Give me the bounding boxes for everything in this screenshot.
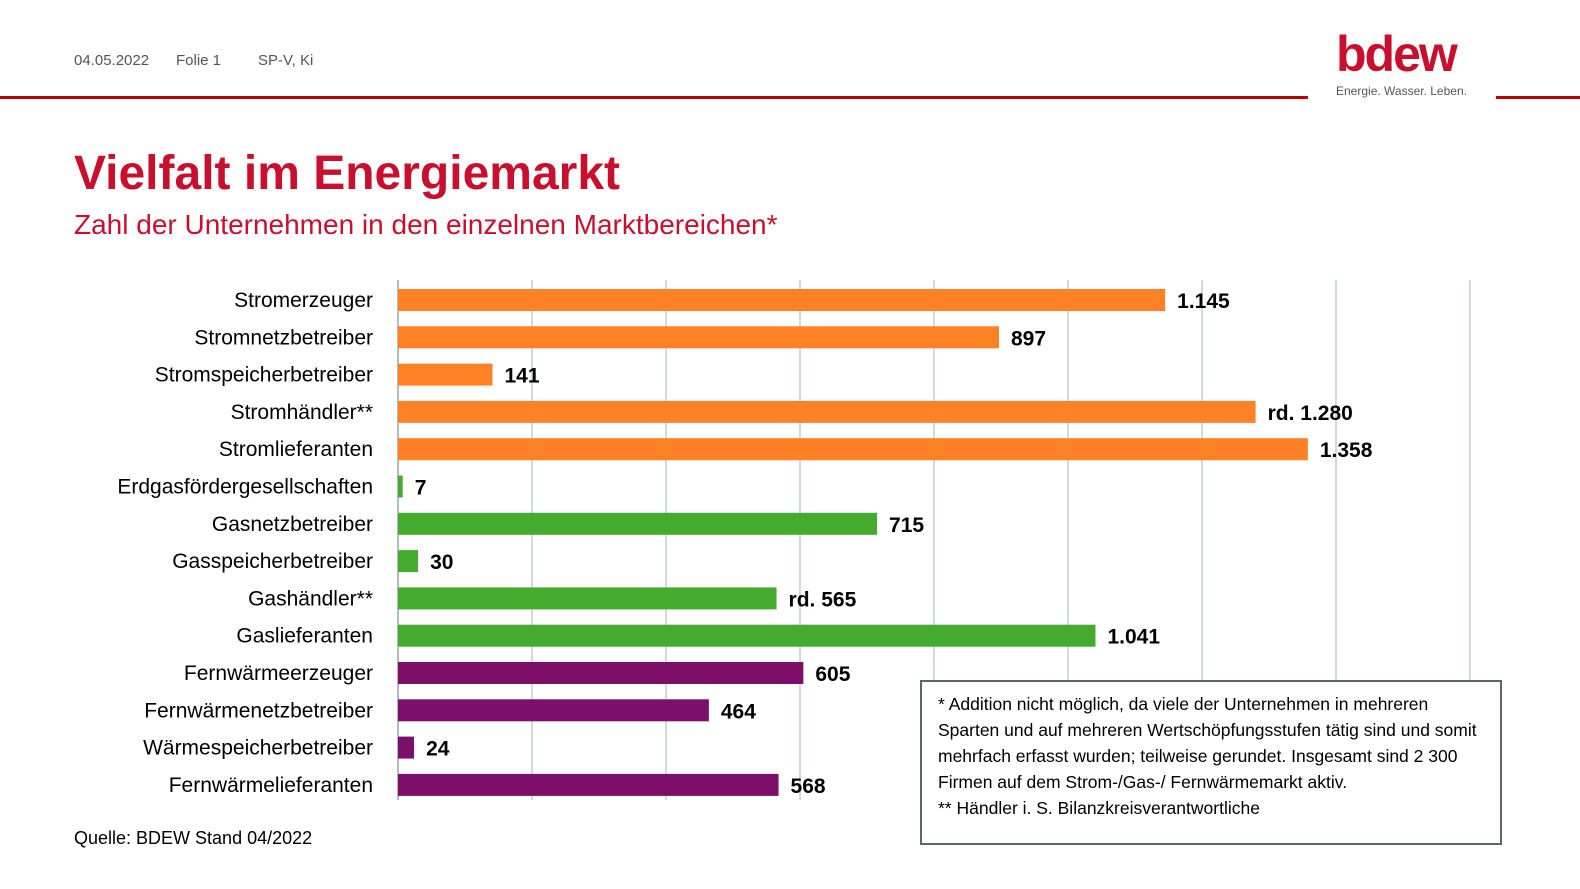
- bdew-logo: bdew Energie. Wasser. Leben.: [1336, 28, 1476, 98]
- page-title: Vielfalt im Energiemarkt: [74, 147, 620, 200]
- category-label: Stromnetzbetreiber: [194, 326, 373, 349]
- header-rule-right: [1496, 96, 1580, 99]
- data-label: 30: [430, 551, 453, 574]
- bar: [398, 662, 804, 684]
- data-label: 1.145: [1177, 290, 1230, 313]
- data-label: 568: [791, 775, 826, 798]
- page-subtitle: Zahl der Unternehmen in den einzelnen Ma…: [74, 209, 778, 240]
- bar: [398, 550, 419, 573]
- category-label: Fernwärmeerzeuger: [184, 662, 373, 685]
- data-label: 715: [889, 514, 924, 537]
- logo-wordmark: bdew: [1336, 26, 1458, 82]
- data-label: 605: [815, 663, 850, 686]
- footnote-addition: * Addition nicht möglich, da viele der U…: [938, 694, 1477, 792]
- footnote-traders: ** Händler i. S. Bilanzkreisverantwortli…: [938, 798, 1260, 818]
- category-label: Stromhändler**: [231, 401, 373, 424]
- header-slide-number: Folie 1: [176, 52, 222, 69]
- data-label: 1.041: [1107, 626, 1160, 649]
- data-label: rd. 565: [789, 588, 857, 611]
- category-label: Fernwärmelieferanten: [169, 774, 373, 797]
- bar: [398, 400, 1256, 423]
- bar: [398, 773, 779, 796]
- data-label: 1.358: [1320, 439, 1373, 462]
- category-label: Stromerzeuger: [234, 289, 373, 312]
- category-label: Erdgasfördergesellschaften: [117, 476, 373, 499]
- data-label: 464: [721, 700, 756, 723]
- category-label: Gasnetzbetreiber: [212, 513, 373, 536]
- bar: [398, 736, 415, 759]
- category-label: Gaslieferanten: [236, 625, 373, 648]
- category-label: Gashändler**: [248, 587, 373, 610]
- bar-chart: Stromerzeuger 1.145 Stromnetzbetreiber 897 S…: [117, 280, 1471, 800]
- bar: [398, 587, 777, 610]
- category-label: Wärmespeicherbetreiber: [143, 737, 373, 760]
- bar: [398, 624, 1096, 647]
- header-rule-left: [0, 96, 1308, 99]
- category-label: Stromspeicherbetreiber: [155, 364, 373, 387]
- source-note: Quelle: BDEW Stand 04/2022: [74, 828, 313, 848]
- category-label: Stromlieferanten: [219, 438, 373, 461]
- footnote-box: * Addition nicht möglich, da viele der U…: [920, 680, 1502, 845]
- category-label: Fernwärmenetzbetreiber: [144, 699, 373, 722]
- bar: [398, 326, 999, 349]
- data-label: 141: [504, 365, 539, 388]
- bar: [398, 512, 878, 535]
- category-label: Gasspeicherbetreiber: [172, 550, 373, 573]
- bar: [398, 475, 403, 498]
- bar: [398, 699, 709, 722]
- bar: [398, 438, 1308, 461]
- logo-tagline: Energie. Wasser. Leben.: [1336, 84, 1467, 98]
- bar: [398, 289, 1166, 311]
- data-label: 897: [1011, 327, 1046, 350]
- data-label: 24: [426, 738, 450, 761]
- header-author: SP-V, Ki: [258, 52, 314, 69]
- bar: [398, 363, 493, 386]
- header-date: 04.05.2022: [74, 52, 150, 69]
- data-label: rd. 1.280: [1268, 402, 1353, 425]
- data-label: 7: [415, 477, 427, 500]
